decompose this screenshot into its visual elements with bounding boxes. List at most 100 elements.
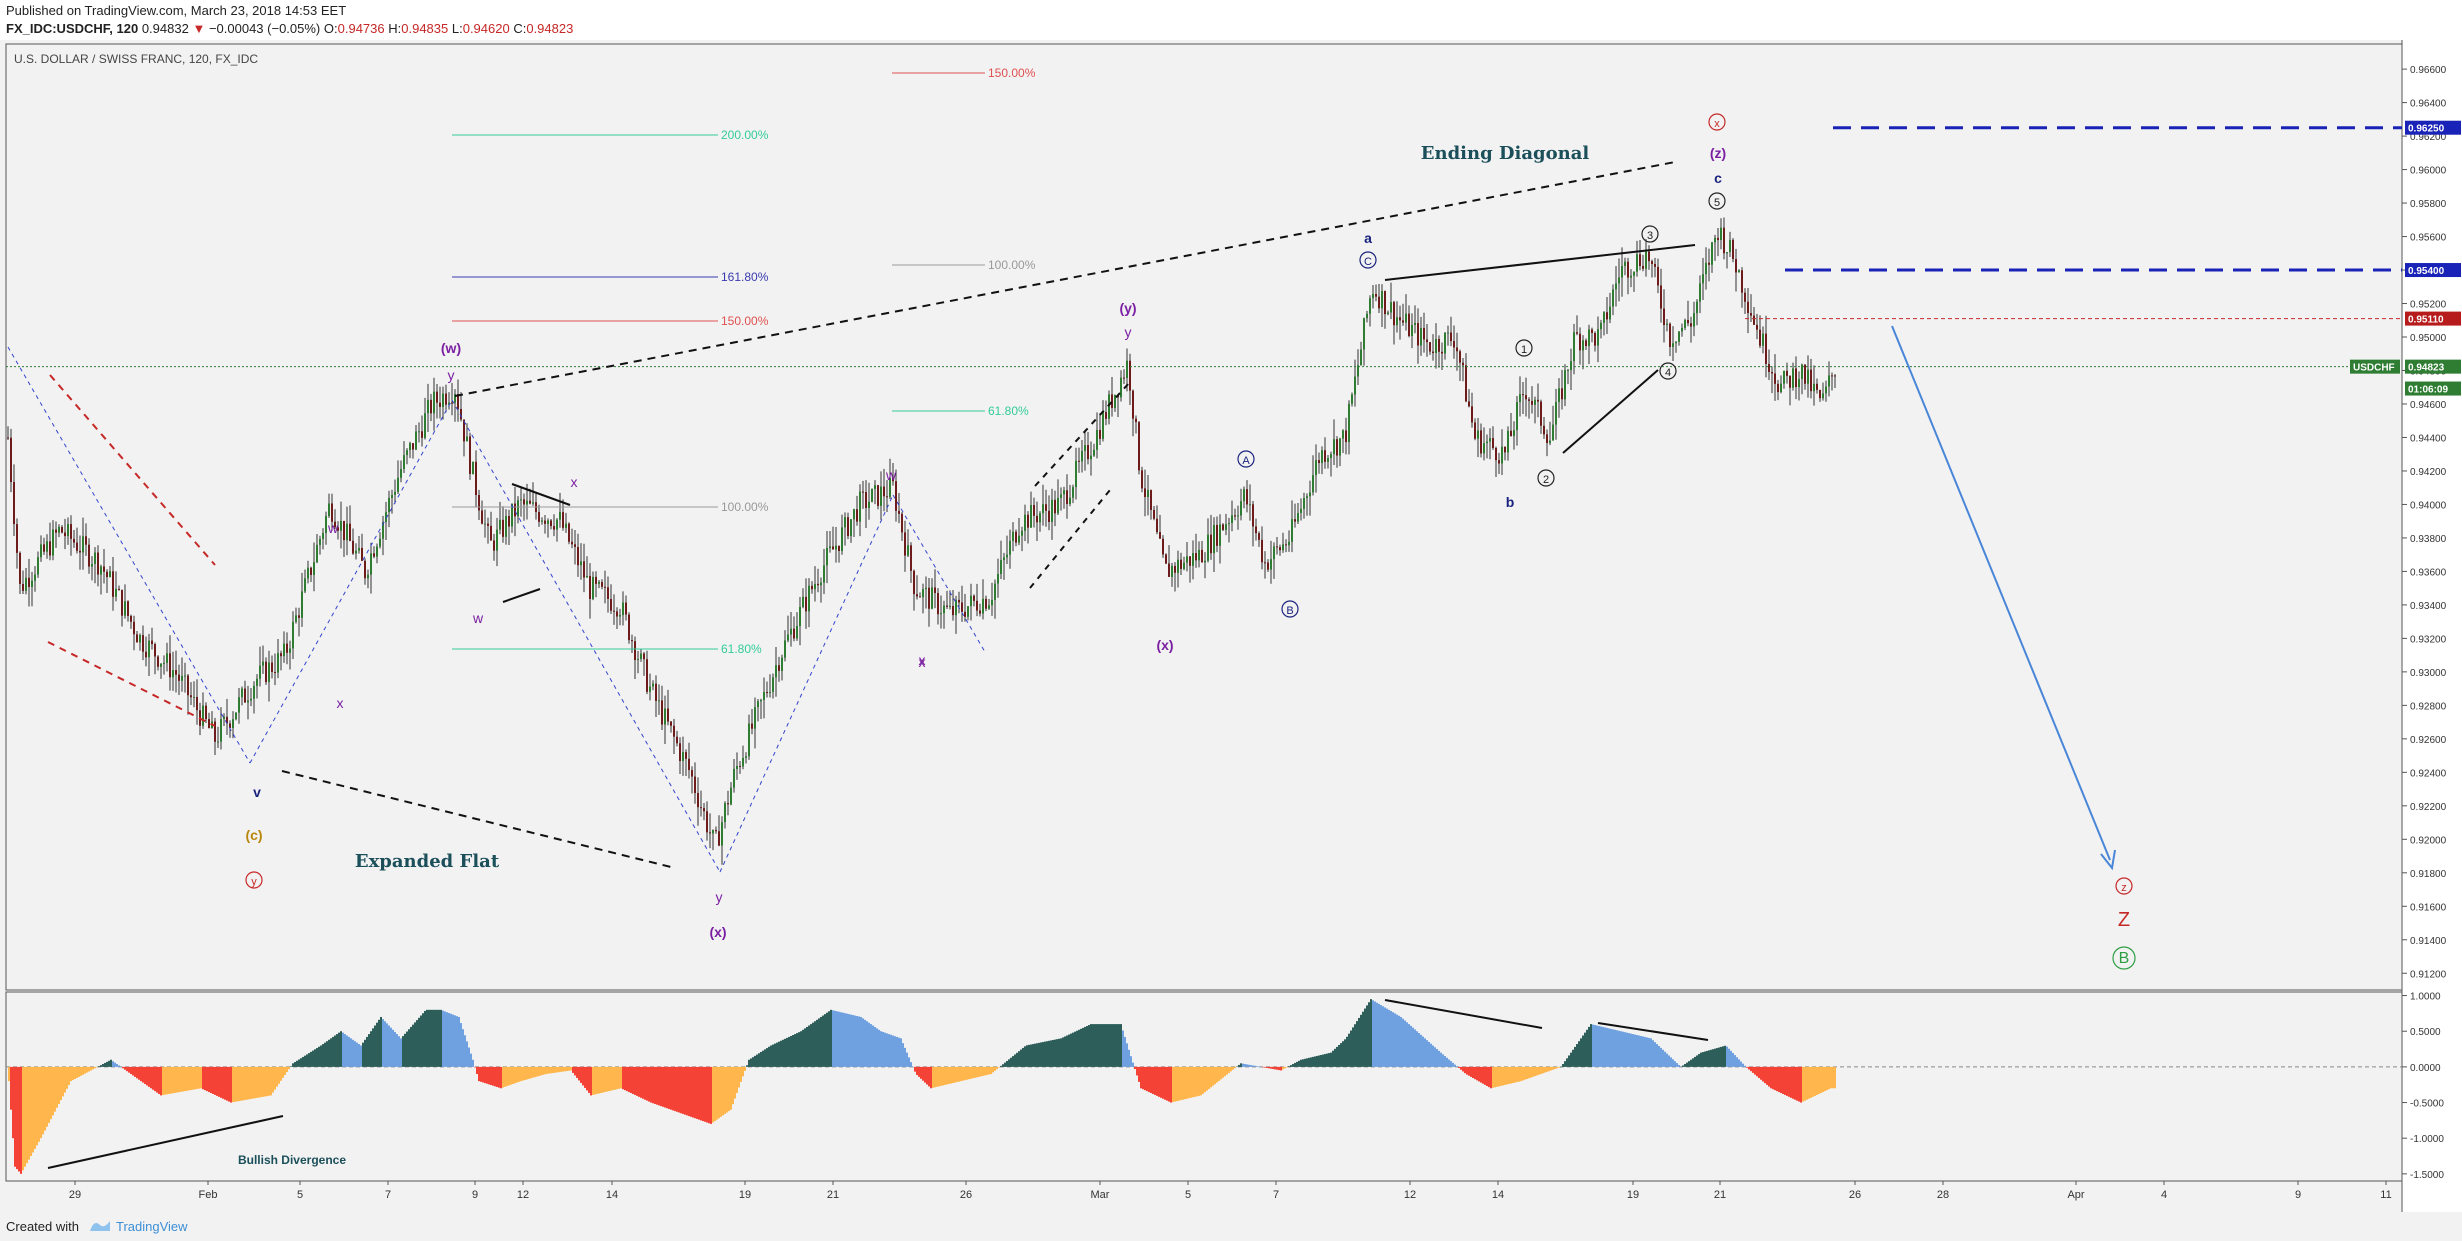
osc-bar [1308, 1057, 1310, 1067]
osc-bar [216, 1066, 218, 1096]
candle-body [88, 544, 90, 567]
candle-body [769, 691, 771, 694]
candle-body [679, 743, 681, 762]
osc-bar [1562, 1064, 1564, 1067]
osc-bar [474, 1066, 476, 1068]
osc-bar [1280, 1066, 1282, 1071]
osc-bar [1178, 1066, 1180, 1101]
candle-body [958, 599, 960, 603]
candle-body [1699, 283, 1701, 302]
osc-bar [162, 1066, 164, 1096]
osc-bar [1592, 1024, 1594, 1067]
osc-bar [476, 1066, 478, 1075]
osc-bar [416, 1020, 418, 1067]
candle-body [802, 596, 804, 607]
osc-bar [1742, 1063, 1744, 1067]
osc-bar [78, 1066, 80, 1077]
candle-body [976, 600, 978, 611]
osc-bar [1004, 1062, 1006, 1067]
osc-bar [896, 1036, 898, 1067]
candle-body [472, 461, 474, 475]
osc-bar [926, 1066, 928, 1085]
candle-body [1435, 339, 1437, 354]
osc-bar [830, 1009, 832, 1067]
osc-bar [1670, 1057, 1672, 1067]
osc-bar [854, 1015, 856, 1067]
osc-bar [1774, 1066, 1776, 1091]
osc-bar [878, 1029, 880, 1067]
fib-100-right: 100.00% [988, 258, 1036, 272]
osc-bar [1018, 1051, 1020, 1067]
candle-body [1630, 275, 1632, 278]
candle-body [475, 461, 477, 496]
osc-bar [532, 1066, 534, 1078]
candle-body [691, 770, 693, 777]
tradingview-link[interactable]: TradingView [116, 1219, 188, 1234]
candle-body [709, 832, 711, 834]
osc-bar [1218, 1066, 1220, 1081]
osc-bar [564, 1066, 566, 1072]
osc-bar [970, 1066, 972, 1079]
candle-body [1348, 403, 1350, 443]
candle-body [265, 661, 267, 683]
tradingview-logo-icon[interactable] [88, 1217, 112, 1235]
candle-body [415, 431, 417, 450]
osc-bar [748, 1059, 750, 1067]
candle-body [1138, 422, 1140, 471]
osc-bar [126, 1066, 128, 1072]
wave-label: w [472, 610, 484, 626]
osc-bar [1572, 1049, 1574, 1067]
candle-body [487, 523, 489, 526]
osc-bar [1350, 1030, 1352, 1067]
candle-body [493, 540, 495, 551]
osc-bar [376, 1022, 378, 1067]
candle-body [703, 808, 705, 812]
candle-body [1123, 377, 1125, 379]
osc-bar [410, 1026, 412, 1067]
candle-body [37, 557, 39, 575]
candle-body [1225, 524, 1227, 530]
x-tick-label: 5 [297, 1189, 303, 1201]
candle-body [1264, 562, 1266, 564]
osc-bar [942, 1066, 944, 1086]
osc-bar [900, 1038, 902, 1067]
osc-bar [1686, 1062, 1688, 1067]
candle-body [1462, 362, 1464, 366]
osc-bar [1174, 1066, 1176, 1102]
close-value: 0.94823 [526, 21, 574, 36]
osc-bar [1518, 1066, 1520, 1082]
candle-body [349, 523, 351, 541]
osc-bar [520, 1066, 522, 1082]
osc-bar [106, 1061, 108, 1067]
candle-body [1129, 360, 1131, 391]
osc-bar [1456, 1066, 1458, 1067]
osc-bar [990, 1066, 992, 1075]
osc-bar [316, 1048, 318, 1067]
wave-label: 5 [1714, 197, 1720, 209]
candle-body [160, 663, 162, 667]
osc-bar [776, 1042, 778, 1067]
candle-body [1411, 324, 1413, 337]
osc-bar [1566, 1058, 1568, 1067]
osc-bar [130, 1066, 132, 1075]
osc-bar [1702, 1052, 1704, 1067]
osc-bar [1058, 1038, 1060, 1067]
osc-bar [1618, 1030, 1620, 1067]
candle-body [448, 402, 450, 405]
osc-bar [1050, 1040, 1052, 1067]
candle-body [706, 811, 708, 833]
price-tag-96250: 0.96250 [2408, 124, 2445, 135]
osc-bar [944, 1066, 946, 1085]
osc-bar [1536, 1066, 1538, 1076]
candle-body [58, 526, 60, 533]
chart-area[interactable]: U.S. DOLLAR / SWISS FRANC, 120, FX_IDC0.… [0, 40, 2462, 1212]
candle-body [1087, 444, 1089, 460]
osc-bar [502, 1066, 504, 1088]
y-tick-label: 0.93800 [2410, 534, 2447, 545]
osc-bar [1198, 1066, 1200, 1096]
channel-up-lower [1029, 489, 1111, 589]
candle-body [280, 653, 282, 657]
candle-body [1501, 446, 1503, 464]
osc-bar [70, 1066, 72, 1082]
osc-line-2 [1597, 1022, 1709, 1041]
